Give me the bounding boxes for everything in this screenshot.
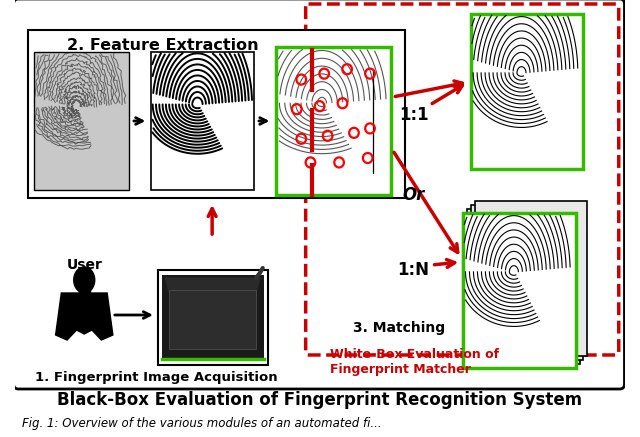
Bar — [34, 52, 129, 190]
Bar — [467, 209, 580, 364]
FancyBboxPatch shape — [13, 0, 625, 389]
Text: 1:1: 1:1 — [399, 106, 428, 124]
Text: 1. Fingerprint Image Acquisition: 1. Fingerprint Image Acquisition — [35, 371, 277, 385]
Bar — [157, 270, 268, 365]
Text: 1:N: 1:N — [397, 261, 429, 279]
Bar — [475, 201, 588, 356]
Polygon shape — [165, 278, 260, 292]
Text: Or: Or — [403, 186, 425, 204]
Text: White-Box Evaluation of
Fingerprint Matcher: White-Box Evaluation of Fingerprint Matc… — [330, 348, 499, 376]
Bar — [463, 213, 576, 368]
Bar — [169, 290, 256, 349]
Polygon shape — [56, 293, 113, 340]
Bar — [463, 213, 576, 368]
Text: 3. Matching: 3. Matching — [353, 321, 445, 335]
Ellipse shape — [74, 267, 95, 293]
Text: Fig. 1: Overview of the various modules of an automated fi...: Fig. 1: Overview of the various modules … — [22, 416, 382, 430]
Text: User: User — [67, 258, 102, 272]
Text: Black-Box Evaluation of Fingerprint Recognition System: Black-Box Evaluation of Fingerprint Reco… — [58, 391, 582, 409]
Bar — [161, 275, 264, 360]
Bar — [471, 14, 584, 169]
Bar — [276, 47, 390, 195]
Bar — [151, 52, 254, 190]
Bar — [471, 205, 584, 360]
Bar — [28, 30, 405, 198]
Text: 2. Feature Extraction: 2. Feature Extraction — [67, 38, 259, 53]
Polygon shape — [79, 283, 90, 293]
